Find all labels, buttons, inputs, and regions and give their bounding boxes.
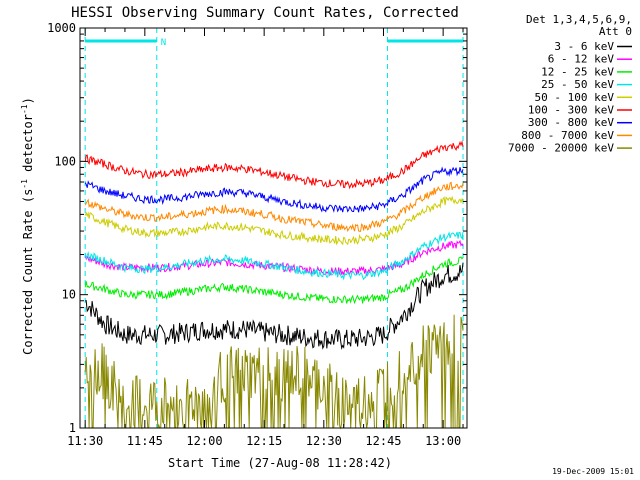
y-tick-label: 100 xyxy=(54,154,76,168)
y-tick-label: 1000 xyxy=(47,21,76,35)
legend-label: 7000 - 20000 keV xyxy=(508,142,614,155)
legend-label: 25 - 50 keV xyxy=(541,78,614,91)
x-tick-label: 11:45 xyxy=(127,434,163,448)
legend-label: 12 - 25 keV xyxy=(541,65,614,78)
series-line xyxy=(84,166,464,213)
night-flag-label: N xyxy=(161,38,166,48)
series-line xyxy=(84,256,464,305)
x-tick-label: 13:00 xyxy=(425,434,461,448)
chart-title: HESSI Observing Summary Count Rates, Cor… xyxy=(71,5,459,21)
footer-date: 19-Dec-2009 15:01 xyxy=(552,467,634,476)
series-line xyxy=(85,262,464,351)
series-line xyxy=(84,181,464,233)
x-axis-label: Start Time (27-Aug-08 11:28:42) xyxy=(168,456,392,470)
x-tick-label: 12:15 xyxy=(246,434,282,448)
x-tick-label: 12:00 xyxy=(186,434,222,448)
x-tick-label: 11:30 xyxy=(67,434,103,448)
series-line xyxy=(84,239,464,277)
legend-label: 100 - 300 keV xyxy=(528,104,614,117)
series-line xyxy=(84,140,464,190)
legend-label: 6 - 12 keV xyxy=(548,53,615,66)
plot-frame xyxy=(79,27,468,429)
legend-header-line2: Att 0 xyxy=(599,25,632,38)
legend-label: 300 - 800 keV xyxy=(528,116,614,129)
legend-label: 800 - 7000 keV xyxy=(521,129,614,142)
series-line xyxy=(84,195,464,246)
y-axis-label: Corrected Count Rate (s-1 detector-1) xyxy=(20,97,35,355)
legend-label: 50 - 100 keV xyxy=(535,91,615,104)
legend-header-line1: Det 1,3,4,5,6,9, xyxy=(526,13,632,26)
y-tick-label: 1 xyxy=(69,421,76,435)
x-tick-label: 12:45 xyxy=(365,434,401,448)
series-line xyxy=(84,314,464,430)
y-tick-label: 10 xyxy=(62,288,76,302)
series-line xyxy=(84,231,464,281)
legend-label: 3 - 6 keV xyxy=(554,40,614,53)
x-tick-label: 12:30 xyxy=(306,434,342,448)
